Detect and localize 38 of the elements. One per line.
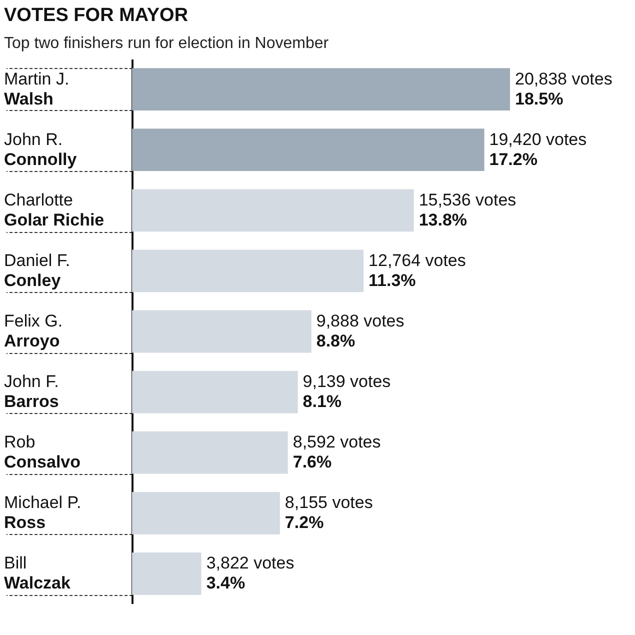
category-label: Charlotte Golar Richie xyxy=(4,190,104,230)
bar xyxy=(132,492,280,534)
bar xyxy=(132,552,202,595)
category-label: Bill Walczak xyxy=(4,554,70,593)
data-label: 9,139 votes xyxy=(302,372,391,392)
annotation: 18.5% xyxy=(515,89,564,108)
annotation: 13.8% xyxy=(418,210,468,230)
category-label: Martin J. Walsh xyxy=(4,69,70,108)
data-label: 19,420 votes xyxy=(489,130,587,149)
category-label: John R. Connolly xyxy=(4,130,77,169)
data-label: 3,822 votes xyxy=(206,554,294,573)
bar xyxy=(132,128,484,172)
annotation: 11.3% xyxy=(368,270,416,290)
category-label: Rob Consalvo xyxy=(4,432,81,472)
bar xyxy=(132,310,312,353)
bar xyxy=(132,68,510,110)
category-label: John F. Barros xyxy=(4,372,59,412)
chart-title: VOTES FOR MAYOR xyxy=(4,5,188,26)
data-label: 12,764 votes xyxy=(368,250,466,270)
annotation: 7.2% xyxy=(284,513,324,532)
bar xyxy=(132,370,298,414)
chart-subtitle: Top two finishers run for election in November xyxy=(4,35,330,52)
data-label: 9,888 votes xyxy=(316,312,404,330)
annotation: 8.1% xyxy=(302,392,342,412)
bar xyxy=(132,250,364,292)
category-label: Felix G. Arroyo xyxy=(4,312,63,350)
data-label: 20,838 votes xyxy=(515,69,612,88)
data-label: 15,536 votes xyxy=(418,190,516,210)
data-label: 8,155 votes xyxy=(284,493,373,512)
bar xyxy=(132,189,414,232)
annotation: 8.8% xyxy=(316,332,356,350)
category-label: Michael P. Ross xyxy=(4,493,82,532)
bar xyxy=(132,431,288,474)
category-label: Daniel F. Conley xyxy=(4,250,70,290)
annotation: 3.4% xyxy=(206,574,246,593)
data-label: 8,592 votes xyxy=(292,432,381,452)
annotation: 17.2% xyxy=(489,150,538,169)
annotation: 7.6% xyxy=(292,452,332,472)
